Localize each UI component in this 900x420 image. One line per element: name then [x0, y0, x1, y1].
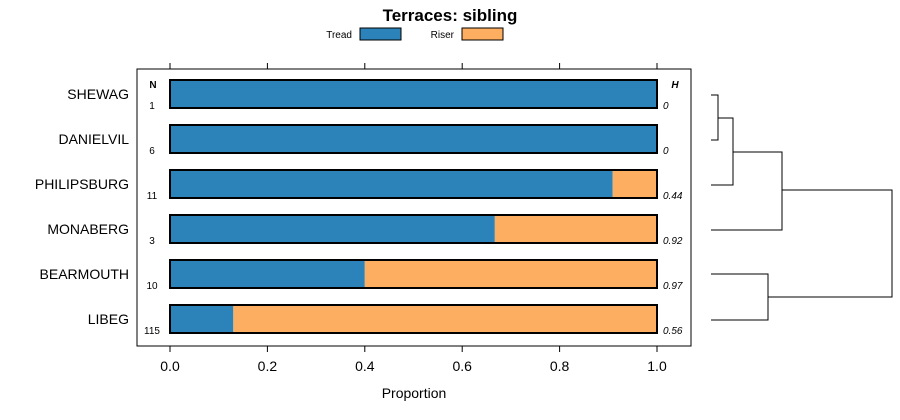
bar-segment-tread	[170, 215, 495, 243]
x-tick-label: 0.2	[258, 358, 278, 374]
dendrogram-branch	[711, 94, 719, 141]
legend-label-riser: Riser	[431, 30, 455, 41]
x-tick-label: 0.0	[160, 358, 180, 374]
bar-segment-riser	[494, 215, 657, 243]
category-label: MONABERG	[47, 221, 129, 237]
x-tick-label: 1.0	[647, 358, 667, 374]
bar-segment-riser	[233, 305, 657, 333]
legend-label-tread: Tread	[326, 30, 352, 41]
n-column-header: N	[149, 80, 156, 91]
bar-segment-tread	[170, 260, 365, 288]
bar-segment-riser	[612, 170, 657, 198]
h-value: 0.97	[663, 281, 683, 292]
dendrogram-branch	[711, 117, 734, 186]
bar-segment-tread	[170, 170, 613, 198]
bar-outline	[169, 214, 658, 244]
n-value: 1	[149, 101, 155, 112]
n-value: 3	[149, 236, 155, 247]
category-label: SHEWAG	[67, 86, 129, 102]
bar-outline	[169, 169, 658, 199]
n-value: 10	[146, 281, 158, 292]
h-value: 0	[663, 101, 669, 112]
dendrogram	[711, 94, 893, 321]
legend-swatch-tread	[359, 27, 402, 41]
n-value: 11	[147, 191, 158, 202]
x-axis-label: Proportion	[382, 385, 447, 401]
dendrogram-branch	[711, 151, 783, 231]
x-tick-label: 0.8	[550, 358, 570, 374]
legend: Tread Riser	[326, 27, 504, 41]
bar-outline	[169, 304, 658, 334]
x-tick-label: 0.4	[355, 358, 375, 374]
x-axis: 0.0 0.2 0.4 0.6 0.8 1.0	[160, 63, 667, 374]
plot-panel	[136, 68, 692, 347]
category-label: LIBEG	[88, 311, 129, 327]
category-label: DANIELVIL	[58, 131, 129, 147]
legend-swatch-riser	[461, 27, 504, 41]
bar-segment-tread	[170, 305, 234, 333]
h-value: 0.56	[663, 326, 683, 337]
bar-outline	[169, 79, 658, 109]
n-value: 6	[149, 146, 155, 157]
chart-title: Terraces: sibling	[383, 6, 518, 25]
h-value: 0.92	[663, 236, 683, 247]
dendrogram-branch	[768, 189, 893, 298]
category-label: BEARMOUTH	[40, 266, 129, 282]
h-value: 0	[663, 146, 669, 157]
bar-outline	[169, 124, 658, 154]
h-column-header: H	[671, 80, 679, 91]
category-label: PHILIPSBURG	[35, 176, 129, 192]
h-value: 0.44	[663, 191, 683, 202]
bar-segment-tread	[170, 80, 657, 108]
x-tick-label: 0.6	[452, 358, 472, 374]
bar-segment-tread	[170, 125, 657, 153]
bar-outline	[169, 259, 658, 289]
n-value: 115	[144, 326, 160, 337]
bar-segment-riser	[364, 260, 657, 288]
dendrogram-branch	[711, 273, 769, 321]
